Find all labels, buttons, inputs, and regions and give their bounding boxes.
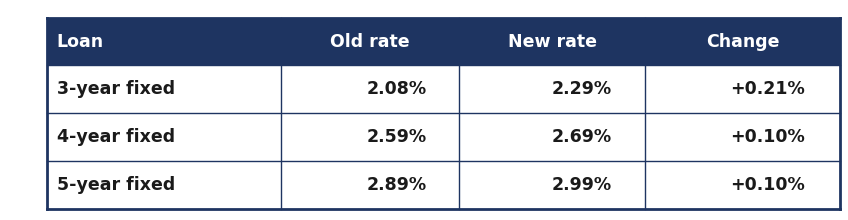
- Text: 2.89%: 2.89%: [366, 176, 427, 194]
- Text: 3-year fixed: 3-year fixed: [57, 80, 175, 98]
- Text: Change: Change: [706, 33, 779, 51]
- Text: +0.10%: +0.10%: [730, 128, 805, 146]
- Text: 2.59%: 2.59%: [366, 128, 427, 146]
- Text: 2.29%: 2.29%: [551, 80, 611, 98]
- Bar: [47, 66, 840, 113]
- Text: 2.69%: 2.69%: [551, 128, 611, 146]
- Text: +0.10%: +0.10%: [730, 176, 805, 194]
- Bar: [47, 113, 840, 161]
- Bar: [47, 161, 840, 209]
- Text: Loan: Loan: [57, 33, 104, 51]
- Bar: [47, 18, 840, 66]
- Text: 5-year fixed: 5-year fixed: [57, 176, 175, 194]
- Text: 2.99%: 2.99%: [551, 176, 611, 194]
- Text: New rate: New rate: [508, 33, 597, 51]
- Text: 4-year fixed: 4-year fixed: [57, 128, 175, 146]
- Text: Old rate: Old rate: [330, 33, 410, 51]
- Text: +0.21%: +0.21%: [730, 80, 805, 98]
- Text: 2.08%: 2.08%: [366, 80, 427, 98]
